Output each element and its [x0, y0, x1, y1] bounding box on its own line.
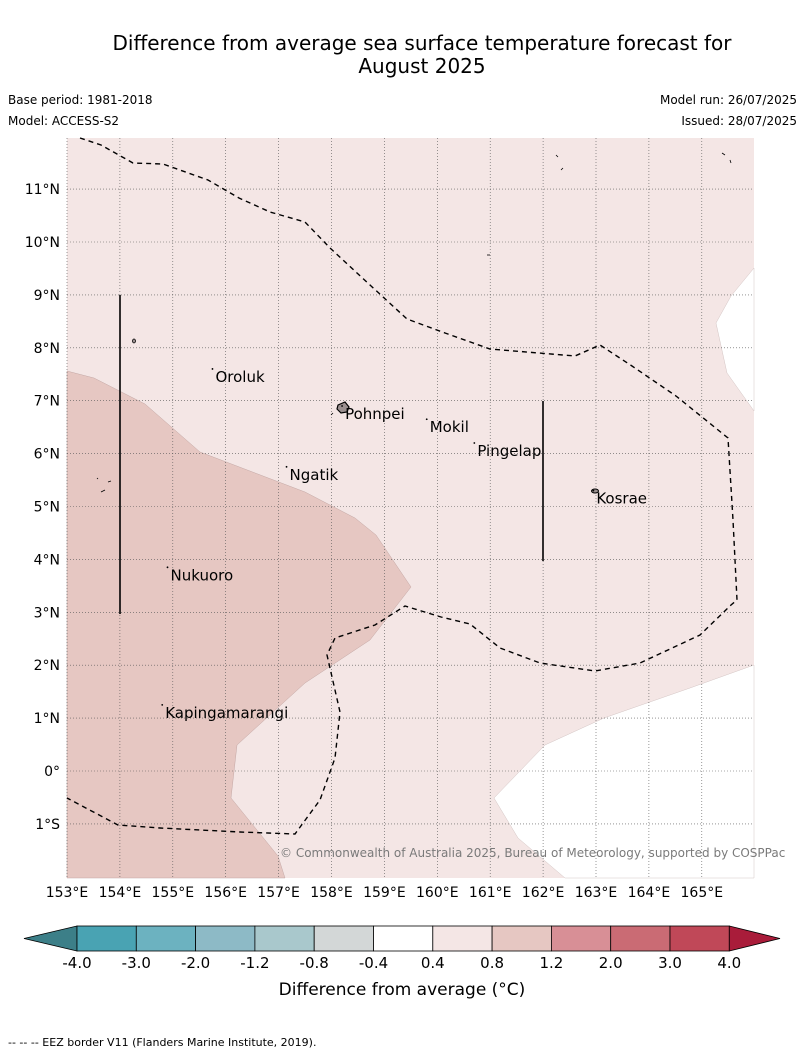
place-label: Mokil [430, 418, 469, 436]
title-line-1: Difference from average sea surface temp… [112, 31, 732, 55]
longitude-label: 156°E [204, 885, 247, 901]
latitude-label: 11°N [25, 182, 60, 198]
small-island [132, 338, 136, 344]
place-marker [211, 368, 214, 370]
longitude-label: 160°E [416, 885, 459, 901]
latitude-label: 1°N [34, 711, 60, 727]
longitude-label: 157°E [257, 885, 300, 901]
colorbar-tick-label: -0.4 [359, 954, 388, 972]
colorbar-segment [313, 925, 374, 952]
longitude-label: 158°E [310, 885, 353, 901]
colorbar-segment [373, 925, 434, 952]
place-label: Pingelap [477, 442, 541, 460]
colorbar-tick-label: 0.4 [421, 954, 445, 972]
place-marker [592, 489, 595, 492]
colorbar-segment [610, 925, 671, 952]
latitude-label: 8°N [34, 341, 60, 357]
longitude-label: 155°E [152, 885, 195, 901]
latitude-label: 1°S [35, 817, 60, 833]
place-marker [166, 566, 169, 569]
colorbar-segment [135, 925, 197, 952]
colorbar-tick-label: -4.0 [62, 954, 91, 972]
axis-labels: 153°E 154°E 155°E 156°E 157°E 158°E 159°E 160°E… [25, 182, 723, 901]
place-marker [341, 405, 343, 407]
latitude-label: 0° [44, 764, 60, 780]
eez-footnote: -- -- -- EEZ border V11 (Flanders Marine… [8, 1036, 317, 1049]
title-line-2: August 2025 [358, 54, 486, 78]
longitude-label: 161°E [469, 885, 512, 901]
islet [330, 412, 334, 416]
colorbar-label: Difference from average (°C) [278, 980, 526, 1000]
latitude-label: 5°N [34, 500, 60, 516]
latitude-label: 3°N [34, 605, 60, 621]
place-marker [473, 442, 476, 444]
latitude-label: 2°N [34, 658, 60, 674]
anomaly-band-0.8-1.2 [66, 370, 412, 879]
map-title: Difference from average sea surface temp… [60, 32, 784, 78]
latitude-label: 4°N [34, 552, 60, 568]
colorbar-segment [254, 925, 315, 952]
colorbar-tick-label: -3.0 [122, 954, 151, 972]
place-marker [161, 703, 164, 706]
colorbar-tick-label: 4.0 [717, 954, 741, 972]
colorbar-tick-label: -1.2 [240, 954, 269, 972]
colorbar-tick-label: 1.2 [539, 954, 563, 972]
islet [721, 152, 732, 164]
place-marker [425, 418, 428, 421]
colorbar-tick-label: 2.0 [599, 954, 623, 972]
colorbar-tick-label: -0.8 [300, 954, 329, 972]
longitude-label: 154°E [99, 885, 142, 901]
eez-border-north [66, 137, 738, 835]
place-label: Oroluk [215, 368, 264, 386]
longitude-label: 162°E [522, 885, 565, 901]
latitude-label: 10°N [25, 235, 60, 251]
islet [555, 154, 564, 171]
latitude-label: 9°N [34, 288, 60, 304]
pohnpei-island [336, 401, 350, 414]
place-marker [285, 465, 288, 468]
colorbar-tick-label: 3.0 [658, 954, 682, 972]
colorbar-under-arrow [23, 925, 78, 952]
latitude-label: 7°N [34, 394, 60, 410]
islet [96, 477, 112, 493]
longitude-label: 153°E [46, 885, 89, 901]
model-name: Model: ACCESS-S2 [8, 114, 120, 128]
graticule [66, 138, 754, 878]
colorbar-segment [195, 925, 256, 952]
longitude-label: 164°E [628, 885, 671, 901]
colorbar: -4.0 -3.0 -2.0 -1.2 -0.8 -0.4 0.4 0.8 1.2 2.0 3.0 4… [23, 925, 781, 972]
longitude-label: 159°E [363, 885, 406, 901]
latitude-label: 6°N [34, 447, 60, 463]
colorbar-segment [76, 925, 137, 952]
place-label: Nukuoro [171, 566, 234, 584]
colorbar-segment [669, 925, 730, 952]
place-label: Ngatik [290, 466, 339, 484]
colorbar-tick-label: -2.0 [181, 954, 210, 972]
colorbar-tick-label: 0.8 [480, 954, 504, 972]
model-run: Model run: 26/07/2025 [659, 93, 797, 107]
issued-date: Issued: 28/07/2025 [681, 114, 797, 128]
place-label: Kapingamarangi [165, 704, 288, 722]
copyright: © Commonwealth of Australia 2025, Bureau… [280, 846, 785, 860]
place-label: Pohnpei [345, 405, 405, 423]
place-label: Kosrae [596, 490, 647, 508]
place-labels: Oroluk Pohnpei Mokil Pingelap Ngatik Kosrae Nu… [161, 368, 647, 722]
colorbar-over-arrow [728, 925, 781, 952]
colorbar-segment [432, 925, 493, 952]
longitude-label: 163°E [575, 885, 618, 901]
colorbar-segment [551, 925, 612, 952]
longitude-label: 165°E [681, 885, 724, 901]
colorbar-segment [491, 925, 552, 952]
base-period: Base period: 1981-2018 [8, 93, 153, 107]
